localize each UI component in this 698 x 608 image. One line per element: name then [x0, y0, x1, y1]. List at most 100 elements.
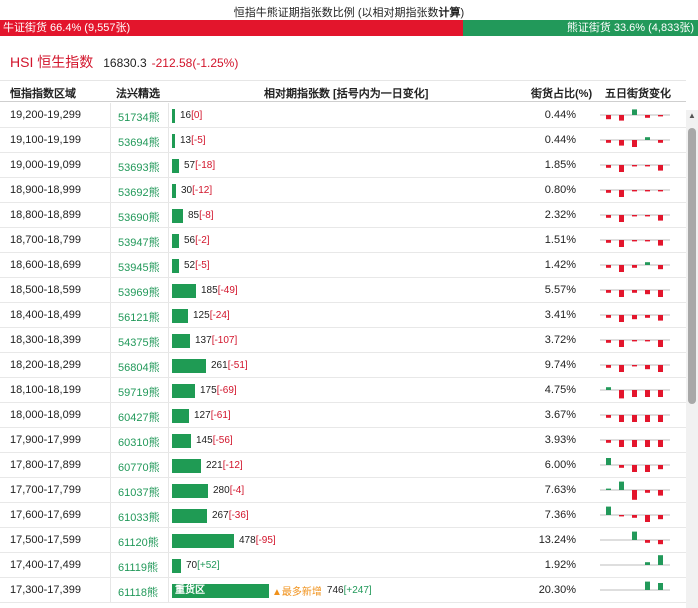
column-divider — [110, 353, 111, 377]
warrant-link[interactable]: 51734熊 — [118, 112, 160, 124]
warrant-link[interactable]: 59719熊 — [118, 387, 160, 399]
warrant-link[interactable]: 61037熊 — [118, 487, 160, 499]
table-row: 19,100-19,199 53694熊 13 [-5] 0.44% — [0, 128, 686, 153]
outstanding-ratio: 9.74% — [544, 359, 576, 371]
sparkline-bar — [645, 262, 650, 265]
sparkline-bar — [632, 140, 637, 147]
sparkline-bar — [645, 440, 650, 447]
sparkline-bar — [632, 190, 637, 192]
index-range: 17,500-17,599 — [10, 534, 81, 546]
index-range: 18,100-18,199 — [10, 384, 81, 396]
column-divider — [168, 203, 169, 227]
outstanding-bar-group: 13 [-5] — [172, 133, 206, 148]
table-row: 18,500-18,599 53969熊 185 [-49] 5.57% — [0, 278, 686, 303]
sparkline-bar — [606, 165, 611, 168]
column-divider — [110, 478, 111, 502]
bull-bear-ratio-bar: 牛证街货 66.4% (9,557张) 熊证街货 33.6% (4,833张) — [0, 20, 698, 36]
sparkline-bar — [658, 365, 663, 372]
column-header-outstanding: 相对期指张数 [括号内为一日变化] — [264, 88, 429, 100]
five-day-sparkline — [600, 189, 670, 197]
sparkline-bar — [658, 555, 663, 565]
sparkline-bar — [619, 481, 624, 490]
warrant-link[interactable]: 61119熊 — [118, 562, 158, 574]
warrant-link[interactable]: 56121熊 — [118, 312, 160, 324]
five-day-sparkline — [600, 339, 670, 347]
warrant-link[interactable]: 60310熊 — [118, 437, 160, 449]
warrant-link[interactable]: 53692熊 — [118, 187, 160, 199]
scroll-thumb[interactable] — [688, 128, 696, 404]
daily-change: [-8] — [199, 210, 214, 221]
sparkline-bar — [619, 140, 624, 146]
warrant-link[interactable]: 53969熊 — [118, 287, 160, 299]
sparkline-bar — [606, 458, 611, 465]
warrant-link[interactable]: 53690熊 — [118, 212, 160, 224]
sparkline-bar — [632, 165, 637, 167]
outstanding-bar — [172, 133, 175, 148]
table-row: 17,600-17,699 61033熊 267 [-36] 7.36% — [0, 503, 686, 528]
warrant-link[interactable]: 53945熊 — [118, 262, 160, 274]
sparkline-bar — [645, 190, 650, 192]
outstanding-ratio: 4.75% — [544, 384, 576, 396]
outstanding-ratio: 20.30% — [538, 584, 576, 596]
outstanding-ratio: 7.63% — [544, 484, 576, 496]
daily-change: [-107] — [211, 335, 238, 346]
outstanding-count: 175 — [200, 385, 217, 396]
outstanding-ratio: 3.41% — [544, 309, 576, 321]
warrant-link[interactable]: 60427熊 — [118, 412, 160, 424]
sparkline-bar — [658, 390, 663, 397]
column-divider — [110, 228, 111, 252]
outstanding-ratio: 3.93% — [544, 434, 576, 446]
outstanding-bar — [172, 333, 190, 348]
sparkline-bar — [619, 340, 624, 347]
outstanding-ratio: 5.57% — [544, 284, 576, 296]
most-new-badge: ▲最多新增 — [272, 587, 322, 598]
scroll-up-arrow-icon[interactable]: ▲ — [688, 111, 696, 120]
index-name[interactable]: HSI 恒生指数 — [10, 54, 94, 70]
daily-change: [-95] — [255, 535, 276, 546]
outstanding-bar — [172, 483, 208, 498]
sparkline-bar — [632, 340, 637, 342]
outstanding-bar-group: 30 [-12] — [172, 183, 212, 198]
outstanding-bar — [172, 358, 206, 373]
sparkline-bar — [619, 440, 624, 447]
warrant-link[interactable]: 54375熊 — [118, 337, 160, 349]
daily-change: [-5] — [191, 135, 206, 146]
outstanding-ratio: 0.44% — [544, 109, 576, 121]
outstanding-count: 267 — [212, 510, 229, 521]
sparkline-bar — [645, 465, 650, 472]
sparkline-bar — [632, 440, 637, 447]
warrant-link[interactable]: 56804熊 — [118, 362, 160, 374]
daily-change: [-69] — [216, 385, 237, 396]
column-divider — [110, 553, 111, 577]
sparkline-bar — [658, 265, 663, 270]
daily-change: [-36] — [228, 510, 249, 521]
five-day-sparkline — [600, 506, 670, 522]
vertical-scrollbar[interactable]: ▲ — [686, 110, 698, 608]
five-day-sparkline — [600, 109, 670, 121]
daily-change: [+247] — [343, 585, 372, 596]
sparkline-bar — [606, 415, 611, 418]
warrant-link[interactable]: 60770熊 — [118, 462, 160, 474]
index-range: 18,900-18,999 — [10, 184, 81, 196]
daily-change: [-18] — [195, 160, 216, 171]
column-divider — [168, 478, 169, 502]
outstanding-count: 52 — [184, 260, 196, 271]
table-row: 18,800-18,899 53690熊 85 [-8] 2.32% — [0, 203, 686, 228]
warrant-link[interactable]: 53947熊 — [118, 237, 160, 249]
outstanding-count: 57 — [184, 160, 196, 171]
column-header-trend: 五日街货变化 — [605, 88, 671, 100]
warrant-link[interactable]: 61033熊 — [118, 512, 160, 524]
sparkline-bar — [645, 215, 650, 217]
warrant-link[interactable]: 53694熊 — [118, 137, 160, 149]
outstanding-ratio: 1.51% — [544, 234, 576, 246]
outstanding-bar-group: 52 [-5] — [172, 258, 210, 273]
warrant-link[interactable]: 53693熊 — [118, 162, 160, 174]
outstanding-bar-group: 280 [-4] — [172, 483, 244, 498]
warrant-link[interactable]: 61118熊 — [118, 587, 158, 599]
warrant-link[interactable]: 61120熊 — [118, 537, 159, 549]
index-range: 18,700-18,799 — [10, 234, 81, 246]
outstanding-ratio: 0.80% — [544, 184, 576, 196]
outstanding-ratio: 1.85% — [544, 159, 576, 171]
outstanding-bar-group: 125 [-24] — [172, 308, 230, 323]
column-header-ratio: 街货占比(%) — [531, 88, 593, 100]
